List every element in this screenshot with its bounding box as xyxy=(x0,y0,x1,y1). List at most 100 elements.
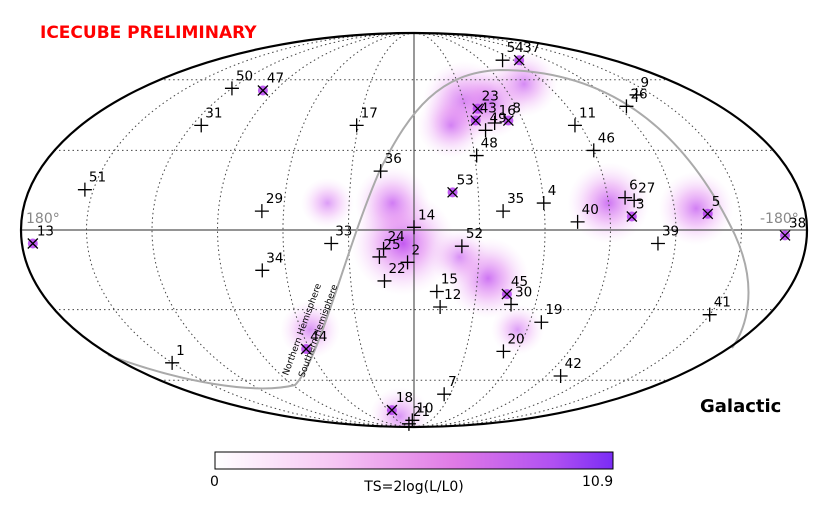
x-marker xyxy=(386,404,398,416)
event-29-marker: 29 xyxy=(254,191,283,219)
colorbar-gradient xyxy=(214,451,614,470)
x-marker xyxy=(779,229,791,241)
event-41-marker: 41 xyxy=(702,295,731,322)
plus-marker xyxy=(534,315,549,330)
event-12-marker: 12 xyxy=(433,287,461,315)
event-19-label: 19 xyxy=(545,302,562,318)
event-24-label: 24 xyxy=(388,229,405,245)
ts-hotspot xyxy=(280,300,341,360)
ts-hotspot xyxy=(567,162,651,244)
meridian-grid-line xyxy=(282,33,415,427)
event-9-marker: 9 xyxy=(629,75,649,102)
event-39-label: 39 xyxy=(662,223,679,239)
event-44-label: 44 xyxy=(310,329,327,345)
plus-marker xyxy=(255,263,270,278)
skymap-border xyxy=(19,31,809,429)
x-marker xyxy=(472,103,484,115)
x-marker xyxy=(27,238,39,249)
x-marker xyxy=(447,186,459,198)
event-22-marker: 22 xyxy=(377,261,406,288)
event-35-marker: 35 xyxy=(496,191,524,219)
ts-hotspot xyxy=(490,304,545,356)
event-36-marker: 36 xyxy=(373,151,402,179)
event-42-label: 42 xyxy=(565,356,582,372)
event-41-label: 41 xyxy=(714,295,731,311)
plus-marker xyxy=(570,214,585,229)
plus-marker xyxy=(496,344,511,359)
plus-marker xyxy=(324,236,339,251)
event-10-label: 10 xyxy=(416,400,433,416)
ts-hotspots xyxy=(280,50,734,427)
ts-hotspot xyxy=(300,177,355,229)
event-25-label: 25 xyxy=(383,237,400,253)
event-10-marker: 10 xyxy=(405,400,433,428)
event-33-label: 33 xyxy=(335,223,352,239)
plus-marker xyxy=(77,182,92,197)
event-37-label: 37 xyxy=(523,40,540,56)
event-20-marker: 20 xyxy=(496,331,525,359)
event-46-marker: 46 xyxy=(586,130,615,158)
event-16-marker: 16 xyxy=(487,103,516,130)
event-1-label: 1 xyxy=(176,343,185,359)
event-47-label: 47 xyxy=(267,71,284,87)
plus-marker xyxy=(618,190,633,205)
event-3-marker: 3 xyxy=(626,197,644,222)
x-marker xyxy=(300,343,312,355)
event-16-label: 16 xyxy=(499,103,516,119)
event-39-marker: 39 xyxy=(650,223,679,251)
graticule xyxy=(54,33,774,427)
event-5-marker: 5 xyxy=(702,194,721,220)
event-6-marker: 6 xyxy=(618,178,638,205)
event-19-marker: 19 xyxy=(534,302,563,330)
plus-marker xyxy=(373,164,388,179)
event-21-label: 21 xyxy=(413,404,430,420)
event-20-label: 20 xyxy=(507,331,524,347)
plus-marker xyxy=(536,196,551,211)
event-13-label: 13 xyxy=(37,223,54,239)
event-54-label: 54 xyxy=(507,40,524,56)
ts-hotspot xyxy=(658,171,734,246)
event-47-marker: 47 xyxy=(257,71,284,96)
x-marker xyxy=(470,115,482,127)
event-54-marker: 54 xyxy=(495,40,524,68)
event-markers: 1234567891011121314151617181920212223242… xyxy=(27,40,806,431)
x-marker xyxy=(626,211,638,222)
x-marker xyxy=(513,54,525,66)
ts-hotspot xyxy=(369,386,431,427)
event-22-label: 22 xyxy=(388,261,405,277)
plus-marker xyxy=(194,118,209,133)
galactic-plane-curve xyxy=(107,68,750,390)
meridian-grid-line xyxy=(413,33,546,427)
plus-marker xyxy=(504,297,519,312)
event-51-marker: 51 xyxy=(77,170,106,197)
event-40-label: 40 xyxy=(582,202,599,218)
plus-marker xyxy=(376,241,391,256)
plus-marker xyxy=(454,239,469,254)
event-38-marker: 38 xyxy=(779,215,806,241)
event-8-marker: 8 xyxy=(502,101,521,127)
event-34-marker: 34 xyxy=(255,250,283,278)
event-14-marker: 14 xyxy=(407,207,435,235)
plus-marker xyxy=(405,413,420,428)
event-35-label: 35 xyxy=(507,191,524,207)
event-37-marker: 37 xyxy=(513,40,540,66)
plus-marker xyxy=(437,387,452,402)
event-38-label: 38 xyxy=(789,215,806,231)
event-52-label: 52 xyxy=(466,226,483,242)
plus-marker xyxy=(377,273,392,288)
event-23-marker: 23 xyxy=(472,89,499,115)
plus-marker xyxy=(372,249,387,264)
plus-marker xyxy=(165,355,180,370)
ts-hotspot xyxy=(490,50,558,118)
figure-title: ICECUBE PRELIMINARY xyxy=(40,23,257,43)
plus-marker xyxy=(349,118,364,133)
plus-marker xyxy=(400,255,415,270)
event-34-label: 34 xyxy=(266,250,283,266)
event-30-marker: 30 xyxy=(504,284,532,312)
event-5-label: 5 xyxy=(712,194,721,210)
plus-marker xyxy=(702,307,717,322)
event-8-label: 8 xyxy=(512,101,521,117)
plus-marker xyxy=(478,123,493,138)
event-18-marker: 18 xyxy=(386,390,413,416)
meridian-grid-line xyxy=(413,33,743,427)
